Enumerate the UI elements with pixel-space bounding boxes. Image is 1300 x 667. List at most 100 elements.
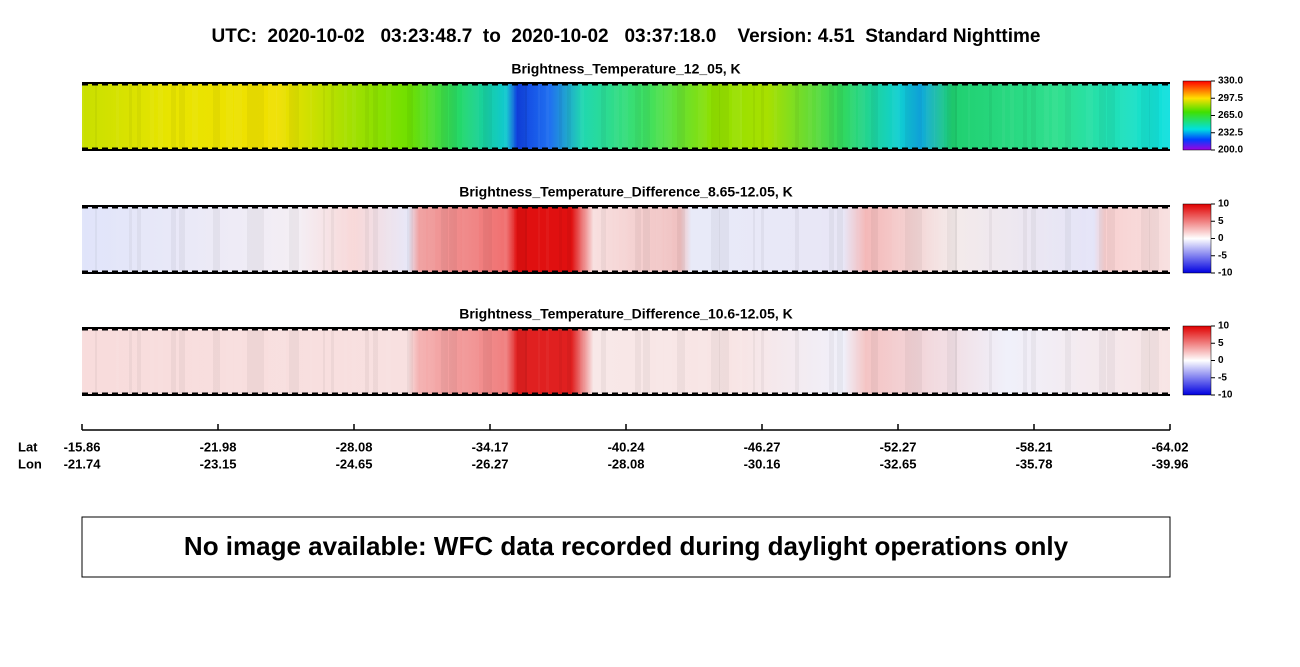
panel-streak <box>407 83 413 150</box>
panel-streak <box>420 206 426 273</box>
panel-streak <box>449 328 457 395</box>
panel-streak <box>858 206 865 273</box>
panel-streak <box>407 206 413 273</box>
panel-streak <box>926 206 935 273</box>
panel-streak <box>373 83 378 150</box>
panel-streak <box>95 328 97 395</box>
panel-streak <box>559 206 562 273</box>
panel-streak <box>331 206 334 273</box>
panel-streak <box>247 206 255 273</box>
panel-streak <box>82 206 84 273</box>
panel-streak <box>179 83 185 150</box>
panel-streak <box>226 83 233 150</box>
panel-streak <box>871 206 878 273</box>
lon-tick-label: -21.74 <box>64 456 102 471</box>
lon-tick-label: -32.65 <box>880 456 917 471</box>
panel-streak <box>276 83 286 150</box>
panel-streak <box>150 328 154 395</box>
lon-tick-label: -30.16 <box>744 456 781 471</box>
panel-streak <box>517 83 527 150</box>
panel-streak <box>1120 328 1128 395</box>
panel-streak <box>129 83 132 150</box>
panel-streak <box>677 83 685 150</box>
panel-streak <box>449 206 457 273</box>
panel-streak <box>289 328 299 395</box>
panel-streak <box>352 206 356 273</box>
panel-streak <box>226 206 233 273</box>
colorbar-tick-label: 232.5 <box>1218 127 1243 138</box>
panel-streak <box>116 328 119 395</box>
panel-streak <box>268 206 277 273</box>
panel-streak <box>753 206 755 273</box>
panel-streak <box>905 83 913 150</box>
panel-streak <box>1065 83 1071 150</box>
panel-streak <box>344 206 347 273</box>
panel-streak <box>428 83 435 150</box>
lat-tick-label: -15.86 <box>64 439 101 454</box>
panel-streak <box>276 328 286 395</box>
notice-box <box>81 516 1171 578</box>
panel-streak <box>947 328 957 395</box>
panel-streak <box>664 83 672 150</box>
colorbar <box>1182 80 1212 151</box>
colorbar <box>1182 203 1212 274</box>
panel-streak <box>601 328 606 395</box>
panel-streak <box>129 206 132 273</box>
panel-streak <box>643 328 650 395</box>
panel-streak <box>1044 83 1049 150</box>
panel-streak <box>1044 206 1049 273</box>
panel-streak <box>698 328 707 395</box>
panel-streak <box>732 83 742 150</box>
panel-streak <box>255 206 264 273</box>
panel-streak <box>808 328 812 395</box>
panel-streak <box>656 328 663 395</box>
panel-streak <box>546 328 549 395</box>
colorbar-tick-label: 10 <box>1218 199 1230 210</box>
panel-streak <box>858 328 865 395</box>
panel-streak <box>1086 83 1093 150</box>
panel-streak <box>373 206 378 273</box>
panel-streak <box>525 83 527 150</box>
panel-streak <box>892 206 900 273</box>
panel-streak <box>614 328 619 395</box>
panel-streak <box>711 206 720 273</box>
panel-streak <box>816 328 821 395</box>
panel-streak <box>137 83 141 150</box>
panel-streak <box>1010 83 1014 150</box>
panel-streak <box>192 328 198 395</box>
panel-streak <box>462 206 470 273</box>
colorbar-tick-label: 0 <box>1218 355 1224 366</box>
panel-streak <box>373 328 378 395</box>
panel-streak <box>601 206 606 273</box>
panel-streak <box>829 83 834 150</box>
panel-streak <box>934 206 944 273</box>
panel-title: Brightness_Temperature_12_05, K <box>511 61 740 77</box>
lon-label: Lon <box>18 456 42 471</box>
panel-streak <box>483 206 492 273</box>
panel-streak <box>1023 206 1027 273</box>
panel-streak <box>1162 328 1172 395</box>
panel-streak <box>247 83 255 150</box>
panel-streak <box>989 328 992 395</box>
panel-streak <box>171 206 176 273</box>
panel-streak <box>1141 83 1150 150</box>
panel-streak <box>504 206 514 273</box>
panel-streak <box>82 83 84 150</box>
panel-streak <box>213 206 220 273</box>
lat-tick-label: -52.27 <box>880 439 917 454</box>
panel-streak <box>1002 328 1005 395</box>
panel-streak <box>774 206 777 273</box>
panel-streak <box>441 83 448 150</box>
panel-streak <box>546 83 549 150</box>
panel-streak <box>171 83 176 150</box>
panel-streak <box>989 83 992 150</box>
panel-streak <box>774 83 777 150</box>
panel-streak <box>365 83 369 150</box>
colorbar-tick-label: 0 <box>1218 233 1224 244</box>
panel-streak <box>483 328 492 395</box>
panel-streak <box>525 206 527 273</box>
panel-streak <box>559 328 562 395</box>
lat-tick-label: -64.02 <box>1152 439 1189 454</box>
panel-streak <box>829 328 834 395</box>
panel-streak <box>1031 328 1036 395</box>
